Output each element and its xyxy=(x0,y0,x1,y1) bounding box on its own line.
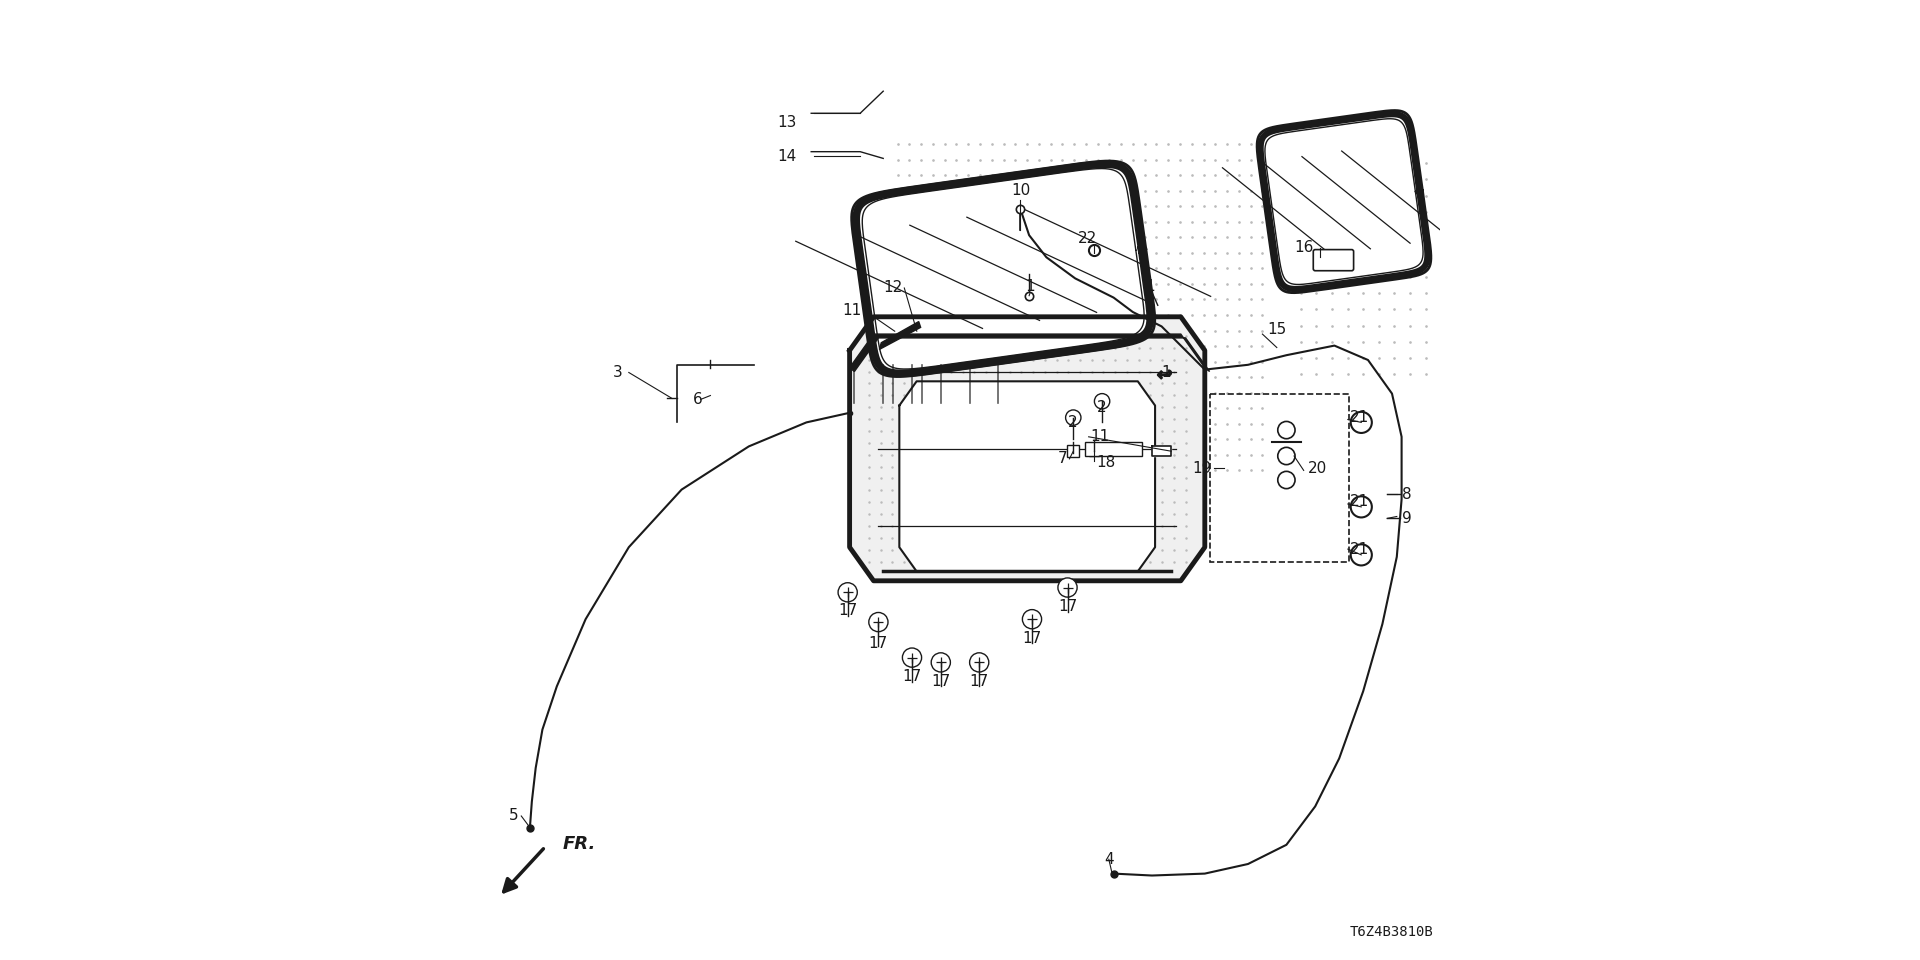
Text: 6: 6 xyxy=(693,392,703,407)
Text: 8: 8 xyxy=(1402,487,1411,502)
Polygon shape xyxy=(852,161,1154,376)
Bar xyxy=(1085,442,1142,456)
Circle shape xyxy=(868,612,887,632)
Text: 5: 5 xyxy=(509,808,518,824)
Text: 1: 1 xyxy=(1025,278,1035,294)
Text: 12: 12 xyxy=(883,280,902,296)
Text: 22: 22 xyxy=(1077,230,1098,246)
Polygon shape xyxy=(899,381,1156,571)
Text: 21: 21 xyxy=(1350,410,1369,425)
Text: 4: 4 xyxy=(1104,852,1114,867)
FancyBboxPatch shape xyxy=(1313,250,1354,271)
Bar xyxy=(1210,394,1348,562)
Circle shape xyxy=(1352,412,1371,433)
Circle shape xyxy=(902,648,922,667)
Circle shape xyxy=(1021,610,1041,629)
Circle shape xyxy=(1094,394,1110,409)
Text: 14: 14 xyxy=(778,149,797,164)
Text: 17: 17 xyxy=(931,674,950,689)
Text: 2: 2 xyxy=(1068,415,1077,430)
Text: 17: 17 xyxy=(1021,631,1043,646)
Text: 2: 2 xyxy=(1096,400,1108,416)
Text: 10: 10 xyxy=(1010,182,1031,198)
Circle shape xyxy=(931,653,950,672)
Text: 17: 17 xyxy=(970,674,989,689)
Text: 17: 17 xyxy=(902,669,922,684)
Circle shape xyxy=(1279,471,1296,489)
Polygon shape xyxy=(1152,446,1171,456)
Text: FR.: FR. xyxy=(563,835,595,853)
Circle shape xyxy=(1352,496,1371,517)
Polygon shape xyxy=(1258,110,1430,293)
Text: 1: 1 xyxy=(1144,278,1156,294)
Text: 7: 7 xyxy=(1058,451,1068,467)
Polygon shape xyxy=(879,322,922,349)
Text: 9: 9 xyxy=(1402,511,1411,526)
Text: 17: 17 xyxy=(868,636,889,651)
Circle shape xyxy=(1279,421,1296,439)
Text: T6Z4B3810B: T6Z4B3810B xyxy=(1350,924,1432,939)
Circle shape xyxy=(1058,578,1077,597)
Text: 13: 13 xyxy=(778,115,797,131)
Text: 1: 1 xyxy=(1162,365,1171,380)
Text: 16: 16 xyxy=(1294,240,1313,255)
Circle shape xyxy=(970,653,989,672)
Polygon shape xyxy=(849,334,1210,372)
Text: 11: 11 xyxy=(841,302,860,318)
Circle shape xyxy=(837,583,858,602)
Text: 17: 17 xyxy=(837,603,858,618)
Text: 18: 18 xyxy=(1096,455,1116,470)
Text: 17: 17 xyxy=(1058,599,1077,614)
Text: 21: 21 xyxy=(1350,541,1369,557)
Polygon shape xyxy=(849,317,1206,581)
Circle shape xyxy=(1066,410,1081,425)
Text: 19: 19 xyxy=(1192,461,1212,476)
Text: 11: 11 xyxy=(1091,429,1110,444)
Text: 3: 3 xyxy=(612,365,622,380)
Text: 21: 21 xyxy=(1350,493,1369,509)
Text: 20: 20 xyxy=(1308,461,1327,476)
Circle shape xyxy=(1352,544,1371,565)
Text: 15: 15 xyxy=(1267,322,1286,337)
Circle shape xyxy=(1279,447,1296,465)
